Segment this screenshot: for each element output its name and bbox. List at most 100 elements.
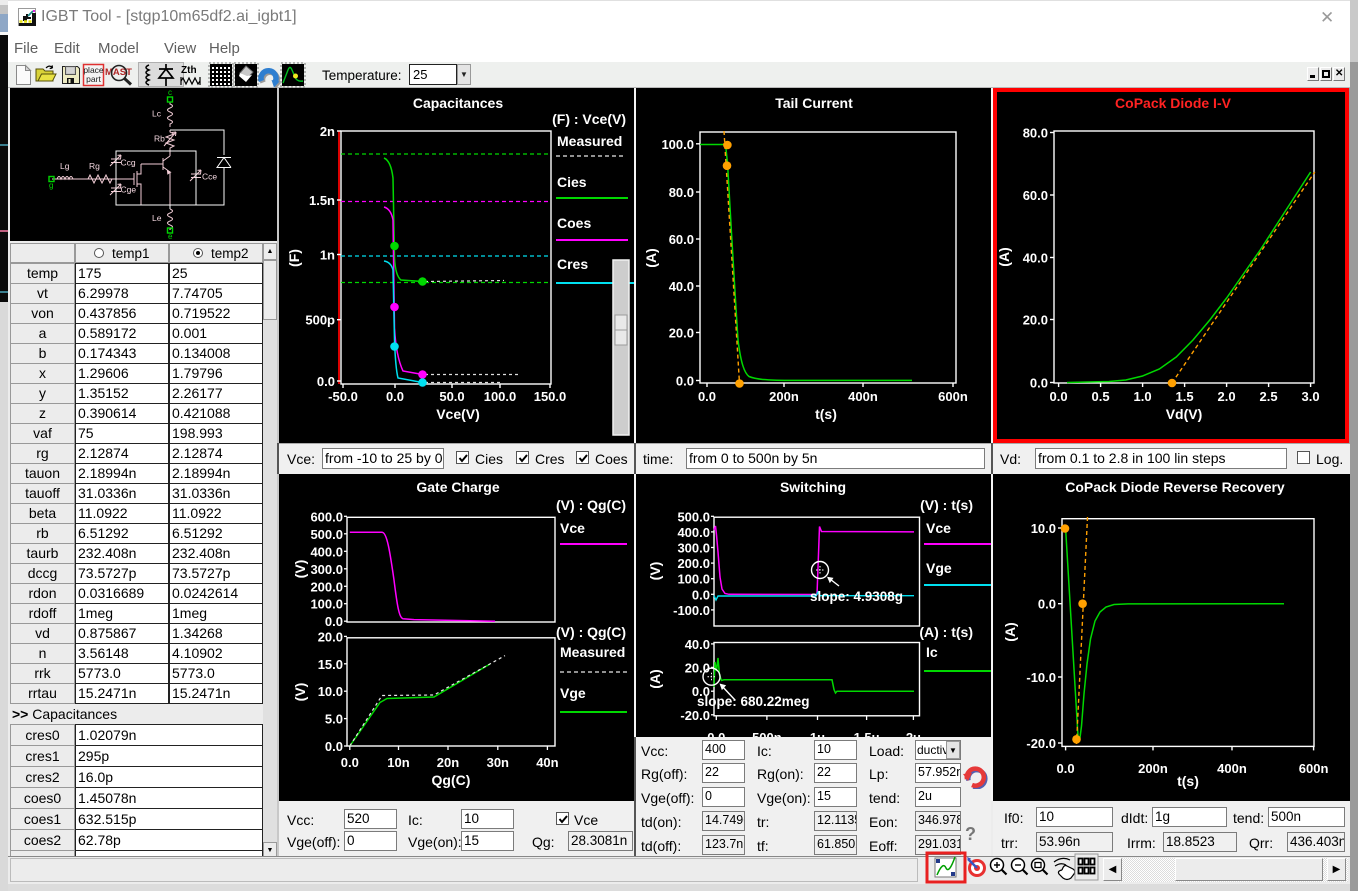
svg-text:15.0: 15.0 — [318, 657, 343, 672]
svg-text:0.0: 0.0 — [1030, 376, 1048, 391]
svg-text:40n: 40n — [536, 755, 558, 770]
svg-text:-100.0: -100.0 — [673, 603, 710, 618]
svg-text:Ccg: Ccg — [121, 158, 136, 168]
svg-text:3.0: 3.0 — [1302, 389, 1320, 404]
svg-text:80.0: 80.0 — [1023, 126, 1048, 141]
svg-text:400.0: 400.0 — [310, 544, 343, 559]
svg-text:-20.0: -20.0 — [680, 708, 710, 723]
svg-text:200.0: 200.0 — [310, 579, 343, 594]
svg-text:Tail Current: Tail Current — [775, 95, 853, 111]
svg-text:part: part — [86, 74, 101, 84]
svg-text:Vge: Vge — [560, 685, 586, 701]
svg-text:(V): (V) — [647, 562, 663, 581]
svg-text:e: e — [168, 232, 173, 241]
svg-text:60.0: 60.0 — [669, 232, 694, 247]
svg-text:40.0: 40.0 — [1023, 251, 1048, 266]
svg-text:2n: 2n — [320, 124, 335, 139]
svg-text:1.5n: 1.5n — [309, 193, 335, 208]
svg-text:g: g — [49, 181, 53, 190]
svg-text:600n: 600n — [938, 389, 968, 404]
svg-text:Ic: Ic — [926, 644, 938, 660]
svg-text:40.0: 40.0 — [685, 637, 710, 652]
svg-text:10n: 10n — [387, 755, 409, 770]
svg-text:0.0: 0.0 — [325, 614, 343, 629]
svg-text:Vd(V): Vd(V) — [1166, 406, 1203, 422]
svg-text:600n: 600n — [1299, 761, 1329, 776]
svg-text:Lc: Lc — [152, 109, 162, 119]
svg-text:10.0: 10.0 — [318, 684, 343, 699]
svg-text:Vce: Vce — [926, 520, 951, 536]
svg-text:0.0: 0.0 — [676, 374, 694, 389]
svg-text:2.0: 2.0 — [1218, 389, 1236, 404]
svg-text:500.0: 500.0 — [310, 527, 343, 542]
svg-text:Le: Le — [152, 213, 162, 223]
svg-text:-10.0: -10.0 — [1026, 670, 1056, 685]
svg-text:Vce(V): Vce(V) — [436, 406, 480, 422]
svg-text:20n: 20n — [437, 755, 459, 770]
svg-text:30n: 30n — [487, 755, 509, 770]
svg-text:CoPack Diode Reverse Recovery: CoPack Diode Reverse Recovery — [1065, 479, 1285, 495]
svg-text:t(s): t(s) — [1177, 773, 1199, 789]
svg-text:-50.0: -50.0 — [328, 389, 358, 404]
svg-text:1u: 1u — [810, 730, 825, 737]
svg-text:500p: 500p — [305, 313, 335, 328]
svg-text:Cge: Cge — [121, 185, 137, 195]
svg-text:place: place — [83, 65, 104, 75]
svg-text:0.5: 0.5 — [1092, 389, 1110, 404]
svg-text:300.0: 300.0 — [310, 562, 343, 577]
svg-text:60.0: 60.0 — [1023, 188, 1048, 203]
svg-text:20.0: 20.0 — [685, 660, 710, 675]
svg-text:20.0: 20.0 — [318, 629, 343, 644]
svg-text:Measured: Measured — [560, 644, 625, 660]
svg-text:600.0: 600.0 — [310, 509, 343, 524]
svg-text:slope: 680.22meg: slope: 680.22meg — [697, 694, 810, 709]
svg-text:slope: 4.9308g: slope: 4.9308g — [810, 589, 903, 604]
svg-text:(A): (A) — [1002, 622, 1018, 641]
svg-text:Cies: Cies — [557, 174, 587, 190]
svg-text:2u: 2u — [906, 730, 921, 737]
svg-text:0.0: 0.0 — [386, 389, 404, 404]
svg-text:0.0: 0.0 — [692, 587, 710, 602]
svg-text:(V): (V) — [292, 683, 308, 702]
svg-text:0.0: 0.0 — [341, 755, 359, 770]
svg-text:200.0: 200.0 — [677, 556, 710, 571]
svg-text:100.0: 100.0 — [484, 389, 517, 404]
svg-text:50.0: 50.0 — [439, 389, 464, 404]
svg-text:1n: 1n — [320, 248, 335, 263]
svg-text:1.5u: 1.5u — [854, 730, 880, 737]
svg-text:100.0: 100.0 — [661, 137, 694, 152]
svg-text:20.0: 20.0 — [1023, 313, 1048, 328]
svg-text:Vce: Vce — [560, 520, 585, 536]
svg-text:0.0: 0.0 — [1050, 389, 1068, 404]
svg-text:c: c — [168, 88, 172, 97]
svg-text:500n: 500n — [752, 730, 782, 737]
svg-text:(V) : t(s): (V) : t(s) — [920, 497, 973, 513]
svg-text:Cce: Cce — [202, 172, 217, 182]
svg-text:0.0: 0.0 — [698, 389, 716, 404]
svg-text:(A): (A) — [647, 669, 663, 688]
svg-text:Vge: Vge — [926, 560, 952, 576]
svg-text:100.0: 100.0 — [677, 572, 710, 587]
svg-text:0.0: 0.0 — [692, 684, 710, 699]
svg-text:0.0: 0.0 — [1057, 761, 1075, 776]
svg-text:200n: 200n — [1138, 761, 1168, 776]
svg-text:400n: 400n — [1217, 761, 1247, 776]
svg-text:(V) : Qg(C): (V) : Qg(C) — [556, 624, 626, 640]
svg-text:Switching: Switching — [780, 479, 846, 495]
svg-text:Cres: Cres — [557, 256, 588, 272]
svg-text:Rb: Rb — [154, 134, 165, 144]
svg-text:(A) : t(s): (A) : t(s) — [919, 624, 973, 640]
svg-text:400.0: 400.0 — [677, 525, 710, 540]
svg-text:(F) : Vce(V): (F) : Vce(V) — [552, 111, 626, 127]
svg-text:1.5: 1.5 — [1176, 389, 1194, 404]
svg-text:-20.0: -20.0 — [1026, 736, 1056, 751]
svg-text:0.0: 0.0 — [317, 374, 335, 389]
svg-text:Capacitances: Capacitances — [413, 95, 503, 111]
svg-text:400n: 400n — [848, 389, 878, 404]
svg-text:Measured: Measured — [557, 133, 622, 149]
svg-text:10.0: 10.0 — [1031, 521, 1056, 536]
svg-text:Lg: Lg — [60, 161, 70, 171]
svg-text:300.0: 300.0 — [677, 541, 710, 556]
svg-text:5.0: 5.0 — [325, 712, 343, 727]
svg-text:500.0: 500.0 — [677, 509, 710, 524]
